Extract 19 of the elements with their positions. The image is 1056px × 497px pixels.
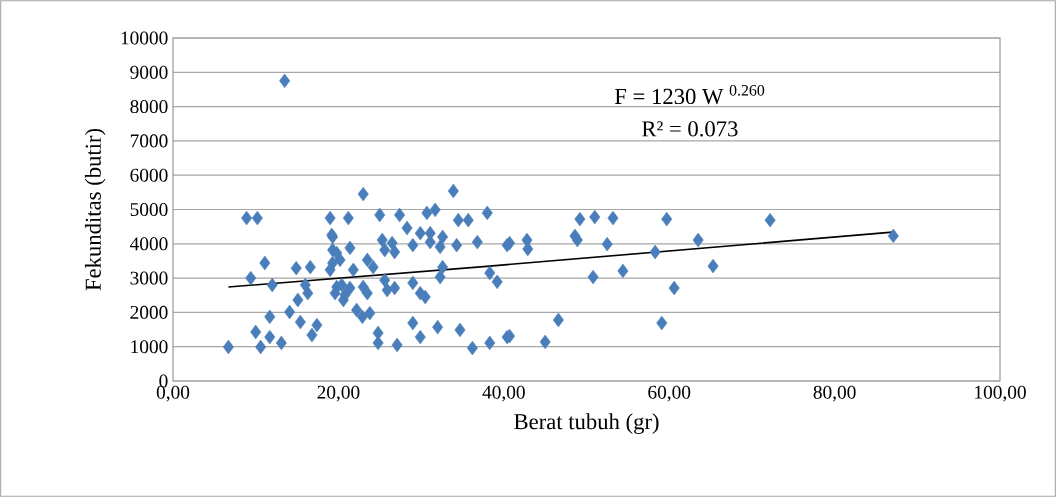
x-tick-label: 80,00 <box>813 385 856 402</box>
x-tick-label: 100,00 <box>975 385 1026 402</box>
y-tick-label: 10000 <box>121 31 168 45</box>
y-tick-label: 8000 <box>130 100 168 114</box>
y-axis-title: Fekunditas (butir) <box>84 128 106 291</box>
y-tick-label: 5000 <box>130 202 168 217</box>
annotation: R² = 0.073 <box>642 121 738 137</box>
x-tick-label: 40,00 <box>482 385 525 402</box>
y-tick-label: 4000 <box>130 237 168 251</box>
y-tick-label: 1000 <box>131 340 168 354</box>
annotation: F = 1230 W $^{0.260}$ <box>614 84 765 105</box>
x-tick-label: 20,00 <box>317 385 360 402</box>
y-tick-label: 3000 <box>130 271 168 285</box>
x-tick-label: 60,00 <box>648 385 691 402</box>
y-tick-label: 6000 <box>130 168 168 182</box>
x-axis-title: Berat tubuh (gr) <box>514 413 659 434</box>
y-tick-label: 2000 <box>130 305 168 319</box>
y-tick-label: 9000 <box>130 65 168 79</box>
y-tick-label: 7000 <box>130 134 168 148</box>
